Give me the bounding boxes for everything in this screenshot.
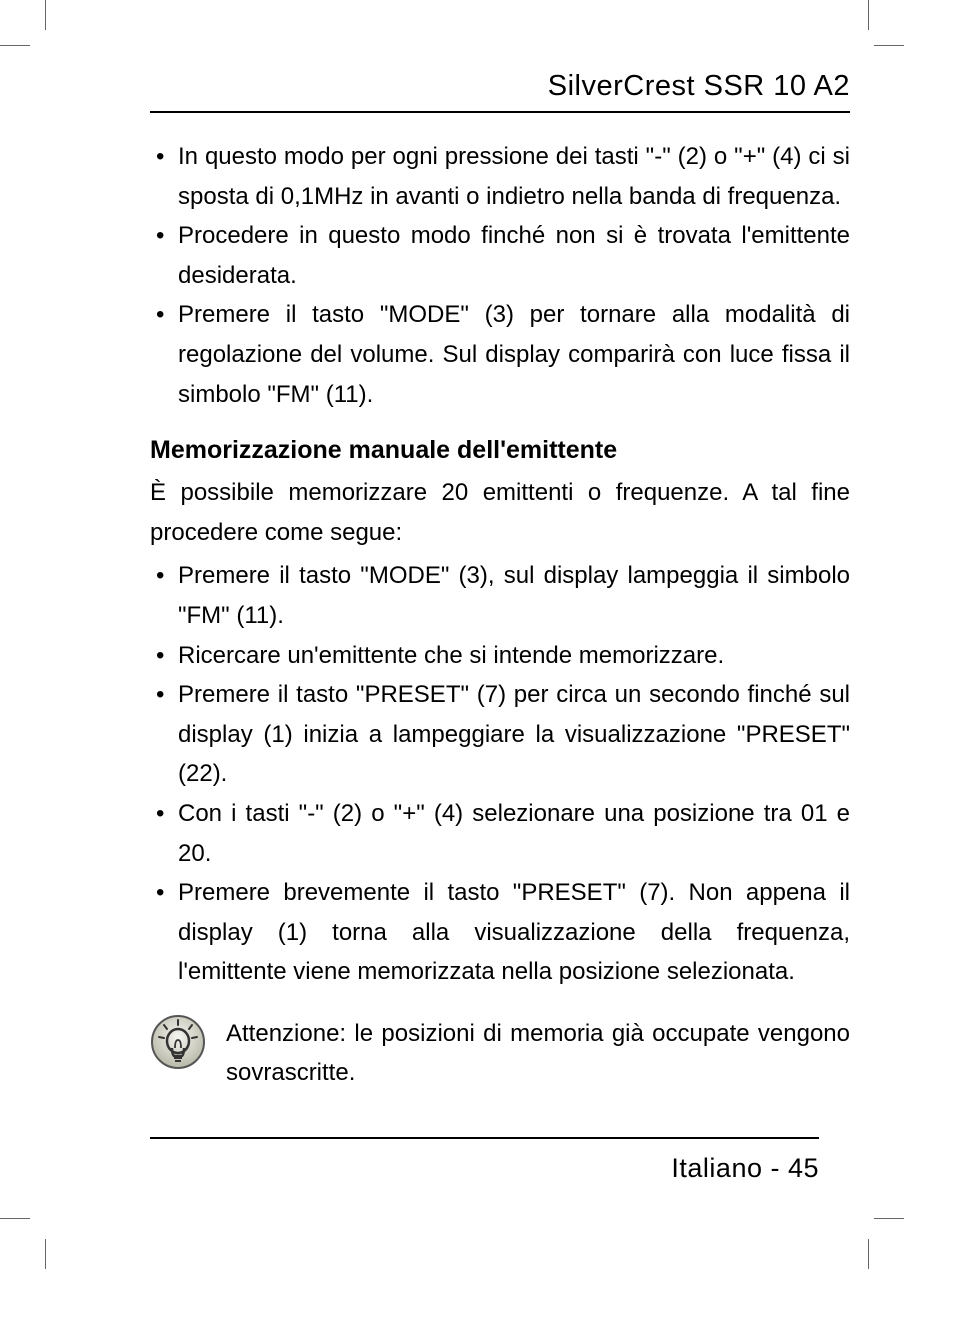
list-item: Premere il tasto "PRESET" (7) per circa … bbox=[150, 675, 850, 794]
tip-text: Attenzione: le posizioni di memoria già … bbox=[226, 1014, 850, 1093]
list-item: In questo modo per ogni pressione dei ta… bbox=[150, 137, 850, 216]
footer-divider bbox=[150, 1137, 819, 1139]
crop-mark bbox=[45, 1239, 46, 1269]
list-item: Premere brevemente il tasto "PRESET" (7)… bbox=[150, 873, 850, 992]
section-heading: Memorizzazione manuale dell'emittente bbox=[150, 436, 850, 465]
footer-page-label: Italiano - 45 bbox=[150, 1153, 819, 1184]
list-item: Procedere in questo modo finché non si è… bbox=[150, 216, 850, 295]
header-divider bbox=[150, 111, 850, 113]
page-header-title: SilverCrest SSR 10 A2 bbox=[150, 70, 850, 103]
list-item: Ricercare un'emittente che si intende me… bbox=[150, 636, 850, 676]
crop-mark bbox=[868, 1239, 869, 1269]
list-item: Premere il tasto "MODE" (3), sul display… bbox=[150, 556, 850, 635]
crop-mark bbox=[874, 45, 904, 46]
content-area: SilverCrest SSR 10 A2 In questo modo per… bbox=[150, 70, 850, 1093]
lightbulb-icon bbox=[150, 1014, 206, 1070]
crop-mark bbox=[45, 0, 46, 30]
document-page: SilverCrest SSR 10 A2 In questo modo per… bbox=[0, 0, 954, 1339]
crop-mark bbox=[868, 0, 869, 30]
section-intro: È possibile memorizzare 20 emittenti o f… bbox=[150, 473, 850, 552]
tip-callout: Attenzione: le posizioni di memoria già … bbox=[150, 1014, 850, 1093]
list-item: Premere il tasto "MODE" (3) per tornare … bbox=[150, 295, 850, 414]
list-item: Con i tasti "-" (2) o "+" (4) selezionar… bbox=[150, 794, 850, 873]
page-footer: Italiano - 45 bbox=[150, 1137, 819, 1184]
instruction-list-1: In questo modo per ogni pressione dei ta… bbox=[150, 137, 850, 414]
crop-mark bbox=[874, 1218, 904, 1219]
instruction-list-2: Premere il tasto "MODE" (3), sul display… bbox=[150, 556, 850, 992]
crop-mark bbox=[0, 45, 30, 46]
crop-mark bbox=[0, 1218, 30, 1219]
